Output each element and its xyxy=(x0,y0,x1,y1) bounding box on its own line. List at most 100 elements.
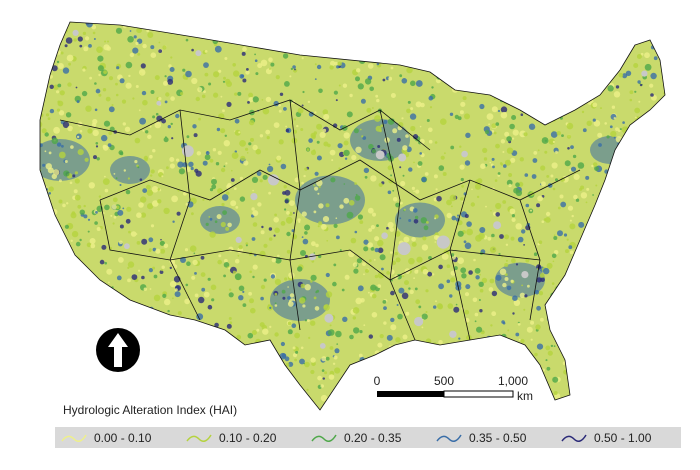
terrain-speck xyxy=(660,255,665,261)
terrain-speck xyxy=(89,238,96,244)
terrain-speck xyxy=(415,101,422,108)
terrain-speck xyxy=(460,181,463,184)
terrain-speck xyxy=(99,322,106,328)
terrain-speck xyxy=(395,31,403,39)
no-data-patch xyxy=(433,48,442,57)
terrain-speck xyxy=(445,73,452,80)
terrain-speck xyxy=(252,29,258,35)
terrain-speck xyxy=(404,401,410,407)
terrain-speck xyxy=(640,401,646,407)
terrain-speck xyxy=(83,46,89,52)
terrain-speck xyxy=(51,137,59,145)
terrain-speck xyxy=(80,321,84,324)
terrain-speck xyxy=(495,410,498,413)
terrain-speck xyxy=(71,211,76,215)
terrain-speck xyxy=(236,22,239,24)
terrain-speck xyxy=(573,94,580,101)
terrain-speck xyxy=(287,329,293,335)
terrain-speck xyxy=(228,267,231,270)
terrain-speck xyxy=(215,372,222,379)
terrain-speck xyxy=(552,260,555,263)
terrain-speck xyxy=(430,16,434,20)
terrain-speck xyxy=(363,324,366,327)
terrain-speck xyxy=(231,374,237,380)
terrain-speck xyxy=(72,174,76,178)
terrain-speck xyxy=(598,143,602,147)
terrain-speck xyxy=(401,117,404,120)
terrain-speck xyxy=(251,176,259,183)
terrain-speck xyxy=(374,236,380,242)
terrain-speck xyxy=(313,131,317,135)
terrain-speck xyxy=(644,52,650,59)
terrain-speck xyxy=(316,155,322,161)
terrain-speck xyxy=(590,218,596,225)
terrain-speck xyxy=(159,339,162,342)
terrain-speck xyxy=(428,369,433,373)
terrain-speck xyxy=(313,296,317,300)
alteration-zone xyxy=(200,206,240,234)
terrain-speck xyxy=(374,26,380,32)
terrain-speck xyxy=(520,113,524,116)
terrain-speck xyxy=(301,57,304,60)
terrain-speck xyxy=(84,157,89,162)
terrain-speck xyxy=(331,159,334,162)
terrain-speck xyxy=(602,214,605,216)
terrain-speck xyxy=(307,100,311,104)
terrain-speck xyxy=(232,63,236,67)
terrain-speck xyxy=(402,372,404,374)
terrain-speck xyxy=(464,160,471,166)
terrain-speck xyxy=(118,22,126,23)
terrain-speck xyxy=(176,158,180,162)
terrain-speck xyxy=(174,22,181,30)
terrain-speck xyxy=(632,259,637,264)
terrain-speck xyxy=(163,25,166,28)
terrain-speck xyxy=(649,307,656,314)
terrain-speck xyxy=(30,25,32,27)
terrain-speck xyxy=(436,195,442,202)
terrain-speck xyxy=(335,330,342,338)
terrain-speck xyxy=(634,267,641,274)
terrain-speck xyxy=(538,117,541,120)
terrain-speck xyxy=(488,76,495,83)
no-data-patch xyxy=(615,60,624,69)
no-data-patch xyxy=(554,110,559,115)
terrain-speck xyxy=(284,401,291,408)
terrain-speck xyxy=(410,34,414,38)
terrain-speck xyxy=(510,236,515,241)
terrain-speck xyxy=(410,80,416,87)
terrain-speck xyxy=(517,405,522,410)
terrain-speck xyxy=(577,91,580,94)
terrain-speck xyxy=(265,96,272,103)
terrain-speck xyxy=(122,298,128,304)
terrain-speck xyxy=(530,109,536,114)
terrain-speck xyxy=(330,60,336,66)
terrain-speck xyxy=(102,317,108,323)
terrain-speck xyxy=(251,237,256,241)
terrain-speck xyxy=(188,161,194,167)
terrain-speck xyxy=(48,186,54,192)
terrain-speck xyxy=(90,280,97,287)
terrain-speck xyxy=(329,65,334,70)
terrain-speck xyxy=(540,79,543,83)
terrain-speck xyxy=(139,117,147,125)
terrain-speck xyxy=(343,140,349,146)
terrain-speck xyxy=(167,309,170,313)
terrain-speck xyxy=(664,358,665,361)
terrain-speck xyxy=(546,262,553,269)
terrain-speck xyxy=(552,140,556,143)
terrain-speck xyxy=(412,41,415,44)
terrain-speck xyxy=(350,22,355,26)
terrain-speck xyxy=(211,298,215,302)
terrain-speck xyxy=(317,23,322,28)
terrain-speck xyxy=(406,45,411,50)
terrain-speck xyxy=(167,125,171,129)
terrain-speck xyxy=(544,62,549,67)
terrain-speck xyxy=(444,152,446,155)
terrain-speck xyxy=(451,86,459,93)
terrain-speck xyxy=(229,288,232,291)
terrain-speck xyxy=(338,84,341,87)
terrain-speck xyxy=(417,161,423,166)
terrain-speck xyxy=(31,401,33,403)
terrain-speck xyxy=(355,297,363,305)
terrain-speck xyxy=(152,149,156,153)
